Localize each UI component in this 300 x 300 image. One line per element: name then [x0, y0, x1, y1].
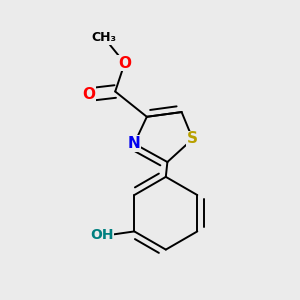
Text: N: N: [128, 136, 141, 151]
Text: CH₃: CH₃: [92, 31, 117, 44]
Text: O: O: [118, 56, 131, 70]
Text: O: O: [82, 87, 95, 102]
Text: S: S: [187, 131, 198, 146]
Text: OH: OH: [90, 228, 113, 242]
